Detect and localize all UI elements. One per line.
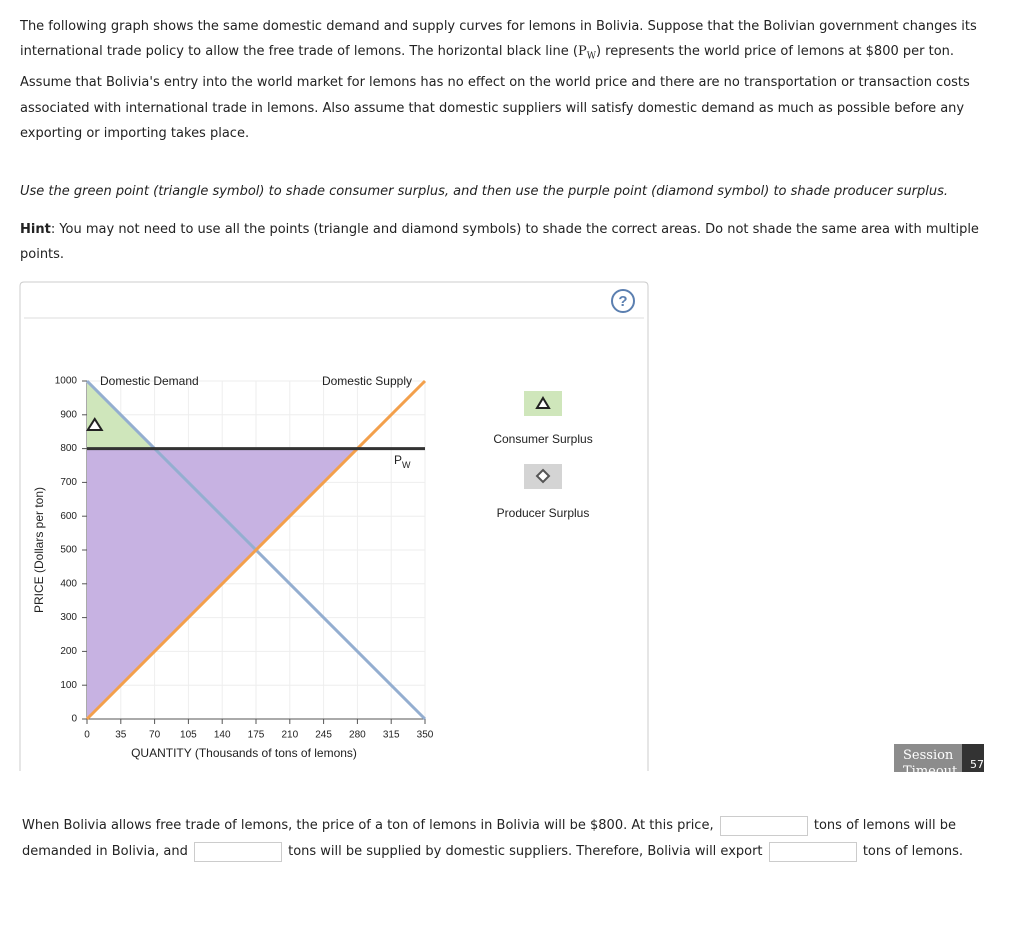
curve-label: Domestic Supply xyxy=(322,374,412,388)
intro: The following graph shows the same domes… xyxy=(20,14,980,147)
question: When Bolivia allows free trade of lemons… xyxy=(22,813,982,865)
question-text: tons will be supplied by domestic suppli… xyxy=(288,844,763,859)
y-tick-label: 0 xyxy=(71,714,77,725)
y-tick-label: 800 xyxy=(60,443,77,454)
x-tick-label: 210 xyxy=(281,730,298,741)
question-text: When Bolivia allows free trade of lemons… xyxy=(22,818,714,833)
intro-text: ) represents the world price of lemons a… xyxy=(20,44,970,142)
hint-text: : You may not need to use all the points… xyxy=(20,222,979,263)
y-tick-label: 600 xyxy=(60,511,77,522)
x-tick-label: 105 xyxy=(180,730,197,741)
y-tick-label: 100 xyxy=(60,680,77,691)
session-label: Session Timeout xyxy=(894,744,962,772)
question-text: tons of lemons. xyxy=(862,844,964,859)
session-text: Session xyxy=(903,748,954,763)
question-text: tons of lemons will be demanded in Boliv… xyxy=(22,818,956,859)
intro-text: The following graph shows the same domes… xyxy=(20,19,977,60)
instruction: Use the green point (triangle symbol) to… xyxy=(20,184,949,199)
hint-label: Hint xyxy=(20,222,51,237)
answer-input[interactable] xyxy=(193,841,282,862)
x-tick-label: 350 xyxy=(417,730,434,741)
curve xyxy=(85,379,427,721)
y-axis-label: PRICE (Dollars per ton) xyxy=(32,487,46,613)
x-tick-label: 35 xyxy=(115,730,127,741)
palette-label: Consumer Surplus xyxy=(493,432,592,446)
world-price-label: P xyxy=(394,453,402,467)
help-button[interactable] xyxy=(611,289,635,313)
curve-label: Domestic Demand xyxy=(100,374,199,388)
y-tick-label: 300 xyxy=(60,612,77,623)
panel-border xyxy=(19,281,649,771)
x-tick-label: 245 xyxy=(315,730,332,741)
help-icon: ? xyxy=(618,293,627,310)
y-tick-label: 500 xyxy=(60,545,77,556)
palette-label: Producer Surplus xyxy=(497,506,590,520)
diamond-icon xyxy=(535,468,551,484)
world-price-sub: W xyxy=(402,460,411,470)
x-tick-label: 70 xyxy=(149,730,161,741)
x-axis-label: QUANTITY (Thousands of tons of lemons) xyxy=(131,746,357,760)
x-tick-label: 315 xyxy=(383,730,400,741)
x-tick-label: 140 xyxy=(214,730,231,741)
session-count: 57 xyxy=(962,744,984,772)
answer-input[interactable] xyxy=(719,815,808,836)
y-tick-label: 200 xyxy=(60,646,77,657)
y-tick-label: 900 xyxy=(60,409,77,420)
y-tick-label: 1000 xyxy=(55,376,78,387)
symbol: P xyxy=(577,44,587,60)
session-widget[interactable]: Session Timeout 57 xyxy=(894,744,984,772)
hint: Hint: You may not need to use all the po… xyxy=(20,217,980,268)
answer-input[interactable] xyxy=(768,841,857,862)
x-tick-label: 280 xyxy=(349,730,366,741)
x-tick-label: 0 xyxy=(84,730,90,741)
y-tick-label: 400 xyxy=(60,578,77,589)
y-tick-label: 700 xyxy=(60,477,77,488)
session-sub: Timeout xyxy=(903,764,958,772)
cs-marker xyxy=(85,417,104,431)
x-tick-label: 175 xyxy=(248,730,265,741)
triangle-icon xyxy=(535,396,551,409)
symbol-sub: W xyxy=(586,52,596,62)
